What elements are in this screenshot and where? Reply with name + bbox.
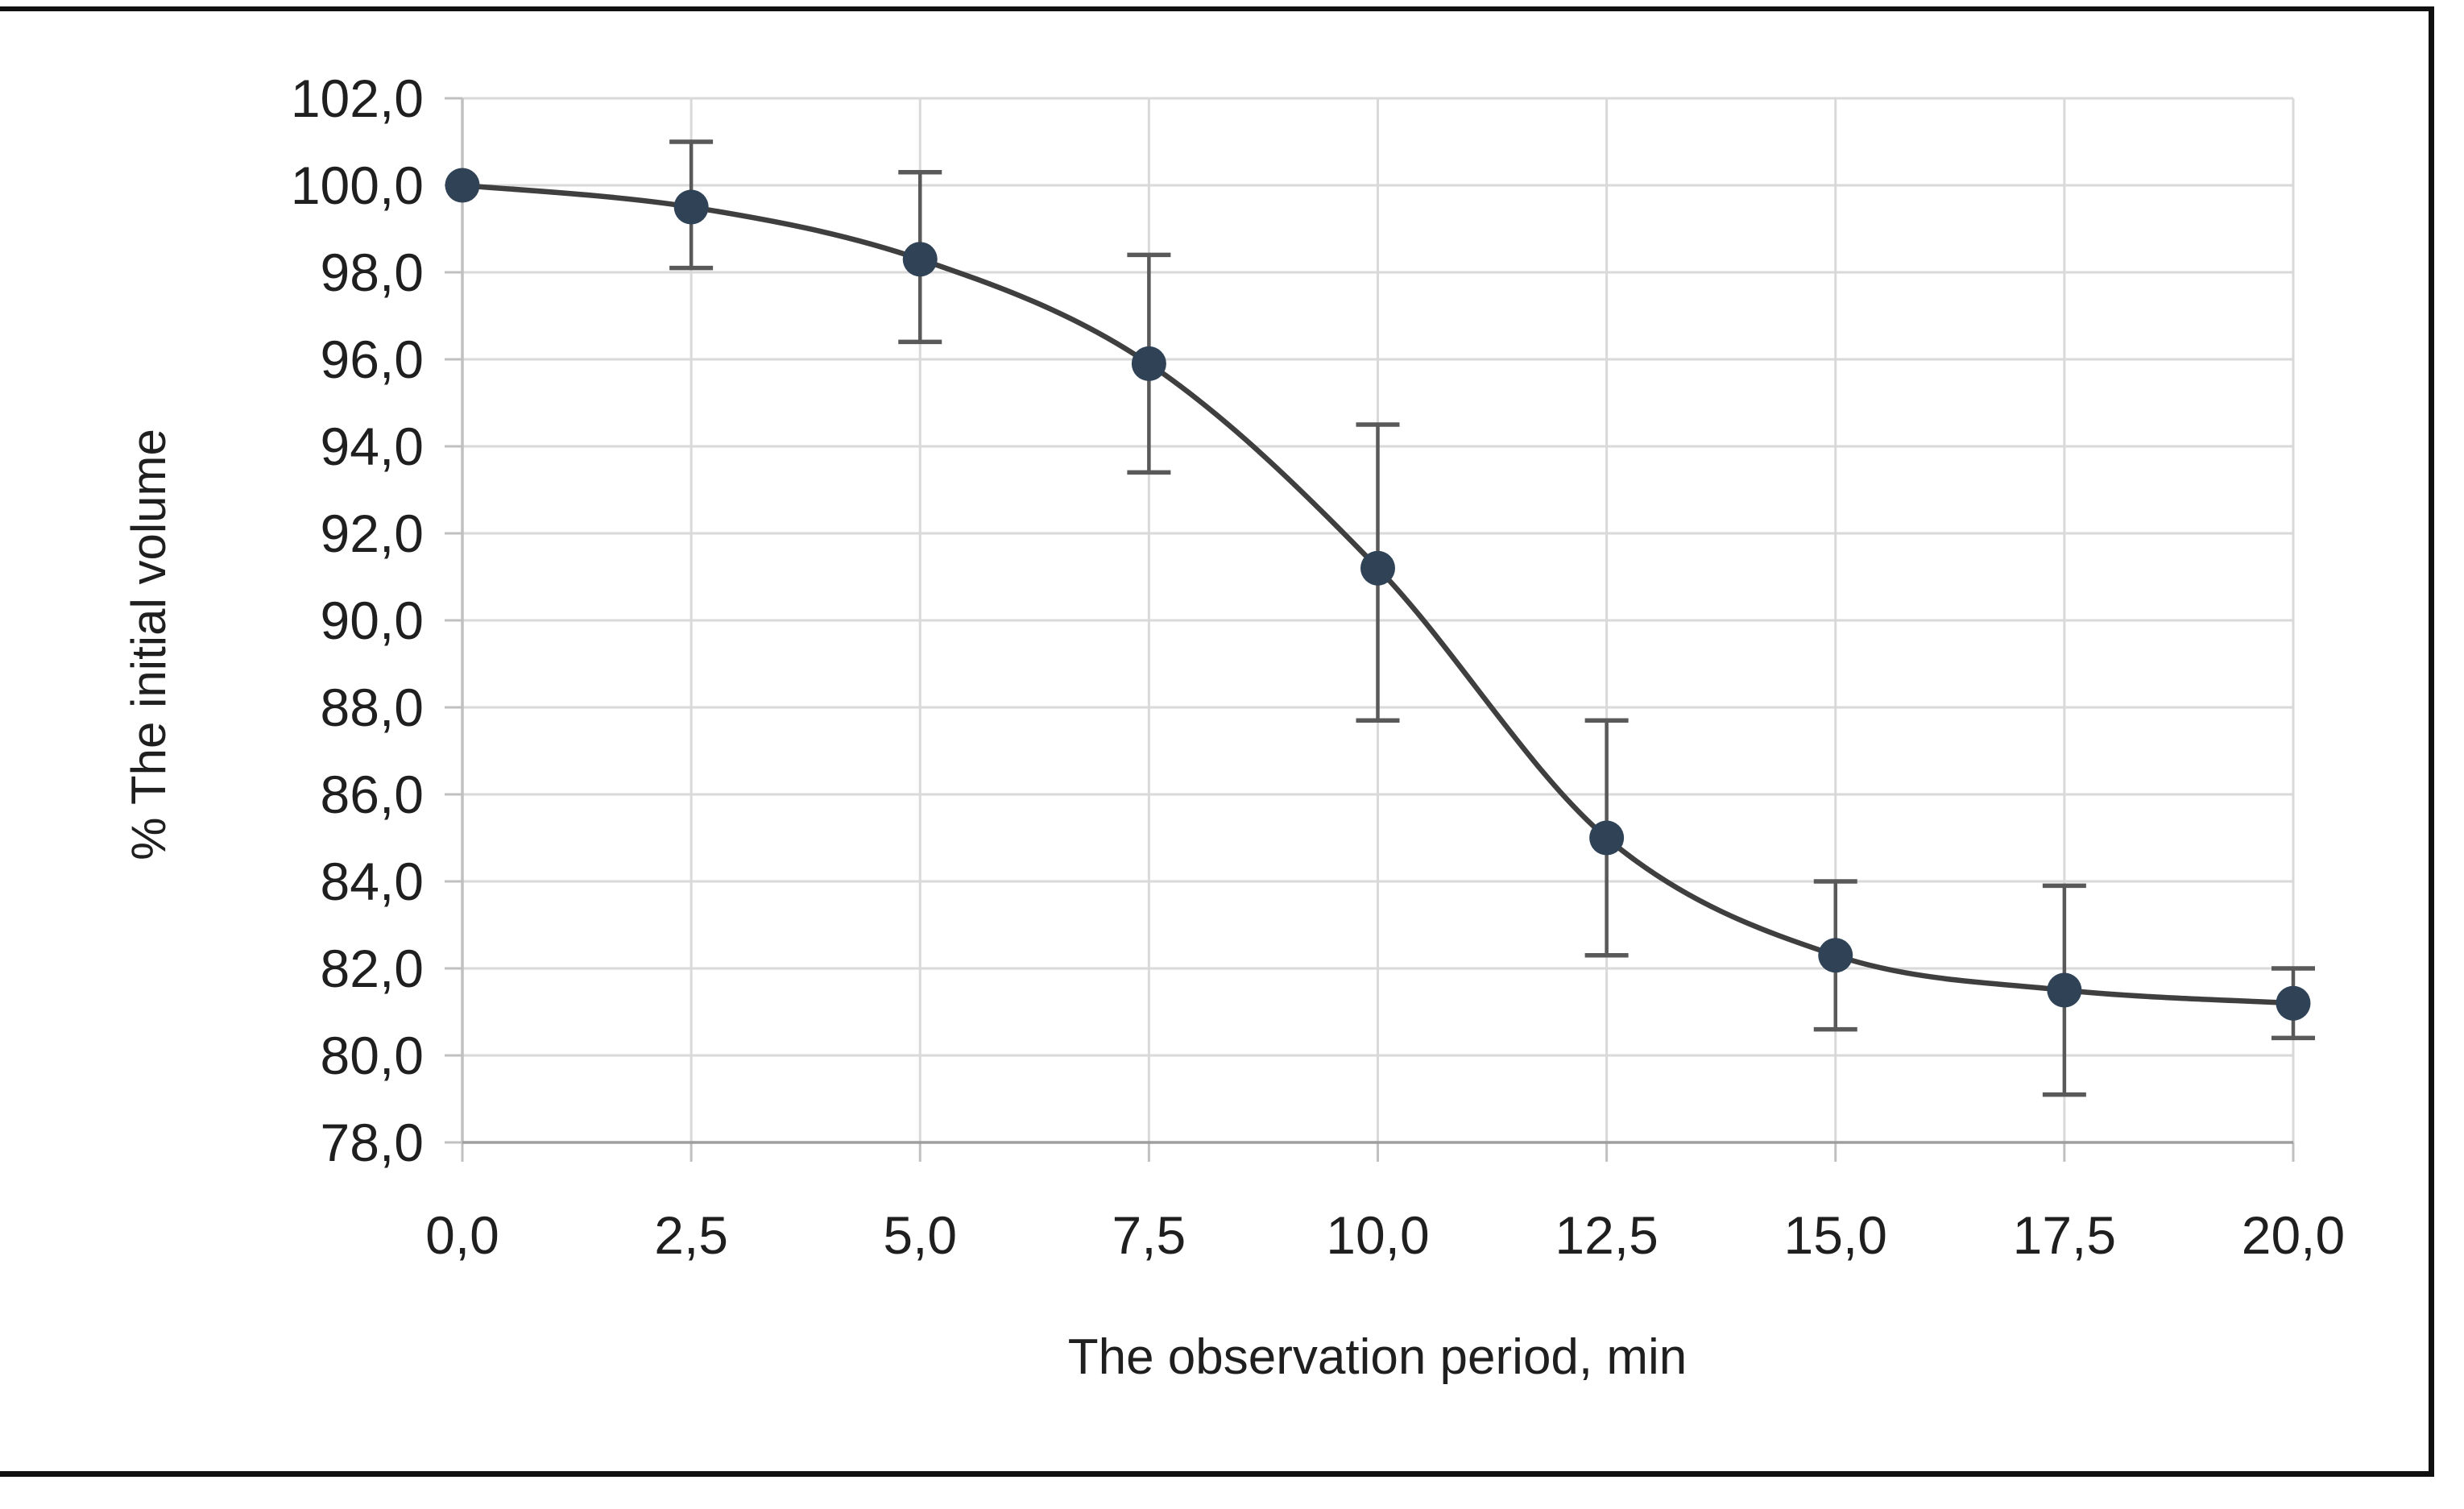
y-axis-title: % The initial volume — [122, 429, 176, 860]
y-tick-label: 80,0 — [321, 1026, 424, 1085]
y-tick-label: 86,0 — [321, 765, 424, 824]
y-tick-label: 100,0 — [291, 155, 424, 215]
y-tick-label: 88,0 — [321, 678, 424, 737]
frame-border-bottom — [0, 1471, 2434, 1477]
data-point-marker — [673, 189, 709, 225]
y-tick-label: 102,0 — [291, 68, 424, 128]
data-point-marker — [2276, 985, 2311, 1021]
error-bars — [669, 139, 2315, 1097]
x-tick-label: 10,0 — [1326, 1205, 1429, 1265]
axis-lines — [461, 98, 2293, 1144]
x-tick-label: 17,5 — [2013, 1205, 2116, 1265]
y-tick-label: 82,0 — [321, 939, 424, 998]
y-tick-label: 84,0 — [321, 852, 424, 911]
data-point-marker — [2047, 972, 2082, 1008]
y-tick-label: 96,0 — [321, 330, 424, 389]
frame-border-right — [2429, 6, 2434, 1477]
data-point-marker — [1818, 938, 1853, 973]
data-point-marker — [1589, 820, 1625, 856]
frame-border-top — [0, 6, 2434, 11]
y-tick-label: 78,0 — [321, 1113, 424, 1172]
data-point-marker — [445, 168, 480, 203]
x-tick-label: 12,5 — [1555, 1205, 1658, 1265]
y-tick-label: 92,0 — [321, 504, 424, 563]
x-tick-label: 5,0 — [883, 1205, 957, 1265]
data-point-marker — [902, 242, 938, 277]
y-tick-label: 94,0 — [321, 417, 424, 476]
data-point-marker — [1360, 550, 1395, 586]
x-tick-label: 7,5 — [1112, 1205, 1186, 1265]
x-tick-label: 0,0 — [425, 1205, 499, 1265]
x-tick-label: 20,0 — [2242, 1205, 2345, 1265]
figure-borders — [0, 6, 2434, 1477]
y-tick-label: 98,0 — [321, 243, 424, 302]
x-tick-label: 15,0 — [1784, 1205, 1887, 1265]
x-tick-labels: 0,0 2,5 5,0 7,5 10,0 12,5 15,0 17,5 20,0 — [425, 1205, 2345, 1265]
y-tick-labels: 78,0 80,0 82,0 84,0 86,0 88,0 90,0 92,0 94,0 96,0… — [291, 68, 424, 1172]
data-point-markers — [445, 168, 2311, 1021]
data-point-marker — [1131, 346, 1166, 381]
x-tick-label: 2,5 — [654, 1205, 728, 1265]
x-axis-title: The observation period, min — [1068, 1329, 1688, 1385]
y-tick-label: 90,0 — [321, 591, 424, 650]
